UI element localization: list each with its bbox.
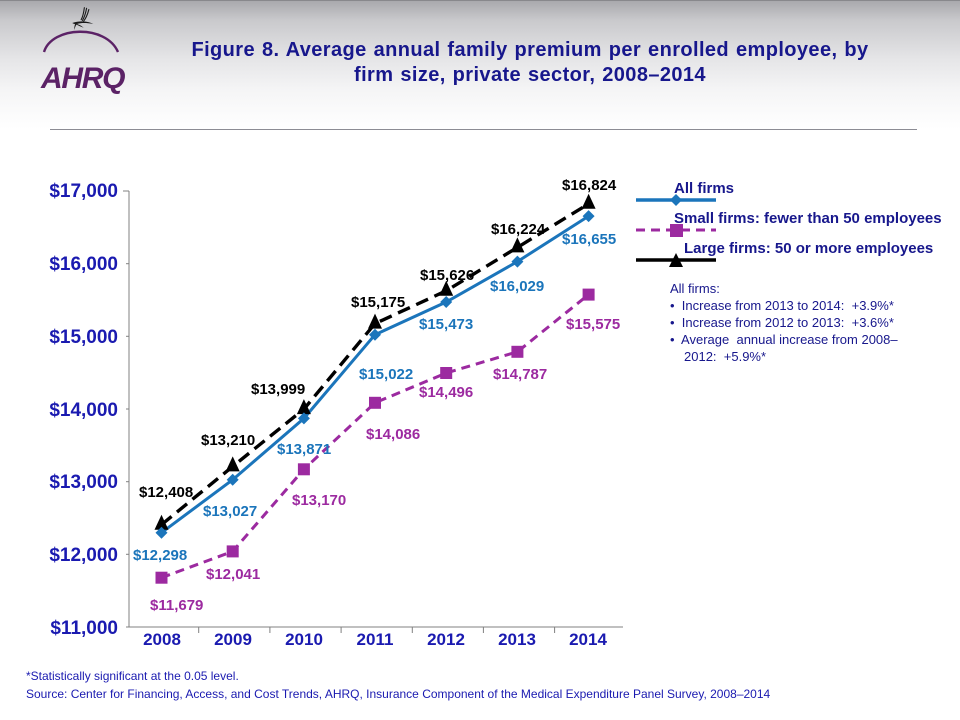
svg-text:AHRQ: AHRQ	[40, 62, 125, 95]
